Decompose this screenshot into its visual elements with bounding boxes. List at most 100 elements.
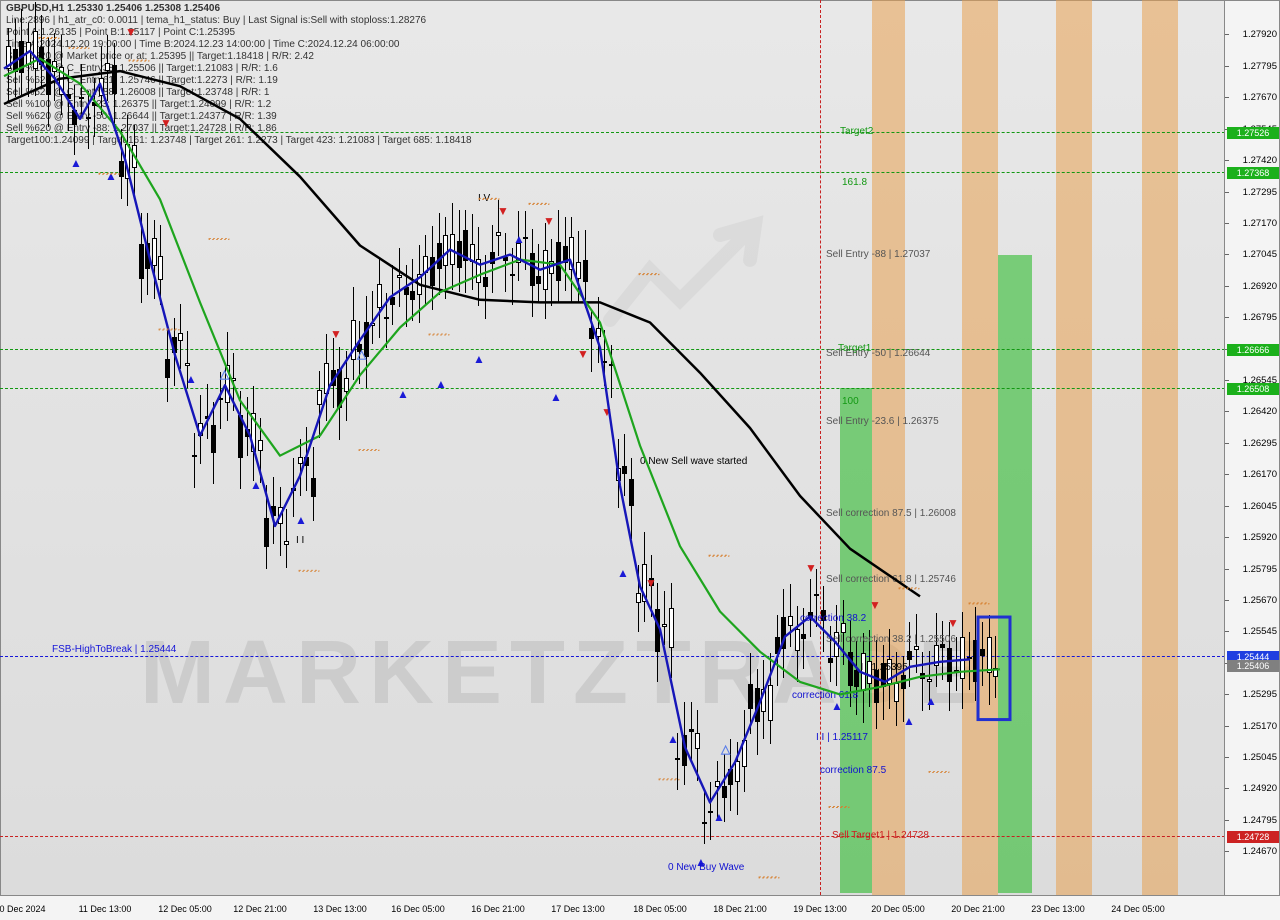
chart-annotation: Sell Entry -23.6 | 1.26375 <box>826 416 939 427</box>
candle <box>251 386 256 482</box>
arrow-down-icon: ▼ <box>577 347 589 361</box>
arrow-up-icon: ▲ <box>903 714 915 728</box>
candle <box>152 220 157 298</box>
price-tick: 1.27920 <box>1243 29 1277 40</box>
candle <box>616 439 621 509</box>
candle <box>238 391 243 489</box>
price-tick: 1.25920 <box>1243 532 1277 543</box>
price-axis[interactable]: 1.279201.277951.276701.275451.274201.272… <box>1224 0 1280 897</box>
arrow-up-icon: ▲ <box>105 169 117 183</box>
price-tick: 1.27045 <box>1243 249 1277 260</box>
time-tick: 19 Dec 13:00 <box>793 904 847 914</box>
arrow-up-icon: ▲ <box>70 156 82 170</box>
candle <box>192 433 197 488</box>
arrow-down-icon: △ <box>220 367 229 381</box>
candle <box>788 584 793 647</box>
candle <box>430 226 435 310</box>
candle <box>105 35 110 100</box>
candle <box>6 28 11 101</box>
vzone <box>998 255 1032 893</box>
chart-annotation: Sell Entry -88 | 1.27037 <box>826 249 930 260</box>
candle <box>463 210 468 293</box>
candle <box>317 371 322 438</box>
time-tick: 12 Dec 21:00 <box>233 904 287 914</box>
arrow-down-icon: ▼ <box>869 598 881 612</box>
candle <box>33 2 38 96</box>
arrow-up-icon: ▲ <box>185 372 197 386</box>
candle <box>132 125 137 200</box>
candle <box>364 296 369 387</box>
candle <box>125 115 130 207</box>
candle <box>470 214 475 289</box>
candle <box>881 645 886 720</box>
candle <box>503 233 508 292</box>
time-tick: 13 Dec 13:00 <box>313 904 367 914</box>
candle <box>423 235 428 305</box>
candle <box>768 653 773 744</box>
candle <box>26 23 31 98</box>
chart-annotation: correction 61.8 <box>792 690 858 701</box>
candle <box>404 265 409 327</box>
arrow-up-icon: ▲ <box>513 232 525 246</box>
price-tick: 1.24795 <box>1243 815 1277 826</box>
candle <box>245 397 250 457</box>
arrow-down-icon: ▼ <box>805 561 817 575</box>
info-line-4: Time A:2024.12.20 19:00:00 | Time B:2024… <box>6 39 399 50</box>
chart-annotation: Target2 <box>840 126 873 137</box>
arrow-down-icon: ▼ <box>497 204 509 218</box>
price-tick: 1.25045 <box>1243 752 1277 763</box>
arrow-down-icon: ▼ <box>645 576 657 590</box>
chart-annotation: 0 New Buy Wave <box>668 862 744 873</box>
candle <box>417 245 422 323</box>
candle <box>960 612 965 709</box>
candle <box>46 37 51 127</box>
time-tick: 12 Dec 05:00 <box>158 904 212 914</box>
candle <box>390 265 395 325</box>
candle <box>954 637 959 690</box>
candle <box>119 129 124 199</box>
trading-chart[interactable]: MARKETZTRADE GBPUSD,H1 1.25330 1.25406 1… <box>0 0 1280 920</box>
price-tick: 1.26920 <box>1243 281 1277 292</box>
price-tick: 1.25545 <box>1243 626 1277 637</box>
candle <box>450 203 455 290</box>
candle <box>145 213 150 295</box>
candle <box>13 19 18 97</box>
chart-annotation: 0 New Sell wave started <box>640 456 747 467</box>
candle <box>324 334 329 421</box>
time-tick: 16 Dec 05:00 <box>391 904 445 914</box>
time-tick: 17 Dec 13:00 <box>551 904 605 914</box>
time-tick: 18 Dec 05:00 <box>633 904 687 914</box>
price-tick: 1.26170 <box>1243 469 1277 480</box>
price-tick: 1.26045 <box>1243 501 1277 512</box>
vzone <box>1142 0 1178 895</box>
candle <box>669 583 674 679</box>
candle <box>264 485 269 569</box>
candle <box>298 439 303 496</box>
candle <box>934 613 939 687</box>
price-tick: 1.25795 <box>1243 564 1277 575</box>
price-tick: 1.27795 <box>1243 61 1277 72</box>
arrow-up-icon: ▲ <box>925 694 937 708</box>
candle <box>662 591 667 645</box>
price-box: 1.24728 <box>1227 831 1279 843</box>
arrow-down-icon: ▼ <box>330 327 342 341</box>
arrow-up-icon: ▲ <box>550 390 562 404</box>
candle <box>510 248 515 305</box>
time-axis[interactable]: 10 Dec 202411 Dec 13:0012 Dec 05:0012 De… <box>0 895 1280 920</box>
vzone <box>872 0 905 895</box>
candle <box>576 231 581 303</box>
candle <box>66 70 71 131</box>
price-tick: 1.25670 <box>1243 595 1277 606</box>
candle <box>198 395 203 464</box>
chart-annotation: I I <box>296 535 304 546</box>
time-tick: 20 Dec 21:00 <box>951 904 1005 914</box>
candle <box>476 227 481 306</box>
candle <box>112 43 117 126</box>
arrow-down-icon: ▼ <box>125 25 137 39</box>
vzone <box>1056 0 1092 895</box>
price-tick: 1.27170 <box>1243 218 1277 229</box>
chart-annotation: correction 87.5 <box>820 765 886 776</box>
price-box: 1.26666 <box>1227 344 1279 356</box>
chart-annotation: I I | 1.25117 <box>816 732 868 743</box>
candle <box>854 641 859 715</box>
